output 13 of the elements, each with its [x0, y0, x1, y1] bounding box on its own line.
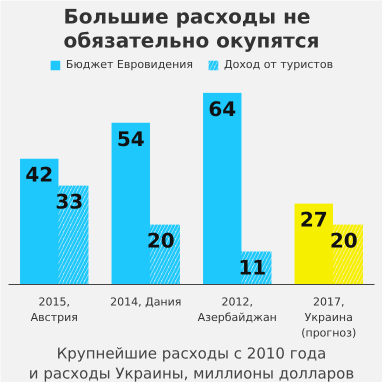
x-tick-label: 2012, Азербайджан — [198, 296, 277, 324]
bar — [203, 92, 242, 284]
x-tick-label: 2017, Украина (прогноз) — [301, 296, 356, 340]
data-label: 64 — [208, 96, 236, 121]
data-label: 27 — [300, 208, 328, 232]
legend-label: Бюджет Евровидения — [66, 58, 194, 71]
data-label: 42 — [25, 162, 54, 187]
x-tick-label: 2014, Дания — [110, 296, 182, 308]
legend-label: Доход от туристов — [224, 58, 334, 71]
chart-title: Большие расходы не обязательно окупятся — [64, 4, 320, 52]
x-tick-label: 2015, Австрия — [30, 296, 78, 324]
data-label: 54 — [116, 126, 145, 151]
text: Крупнейшие расходы с 2010 года и расходы Украины, миллионы долларов — [28, 344, 354, 382]
